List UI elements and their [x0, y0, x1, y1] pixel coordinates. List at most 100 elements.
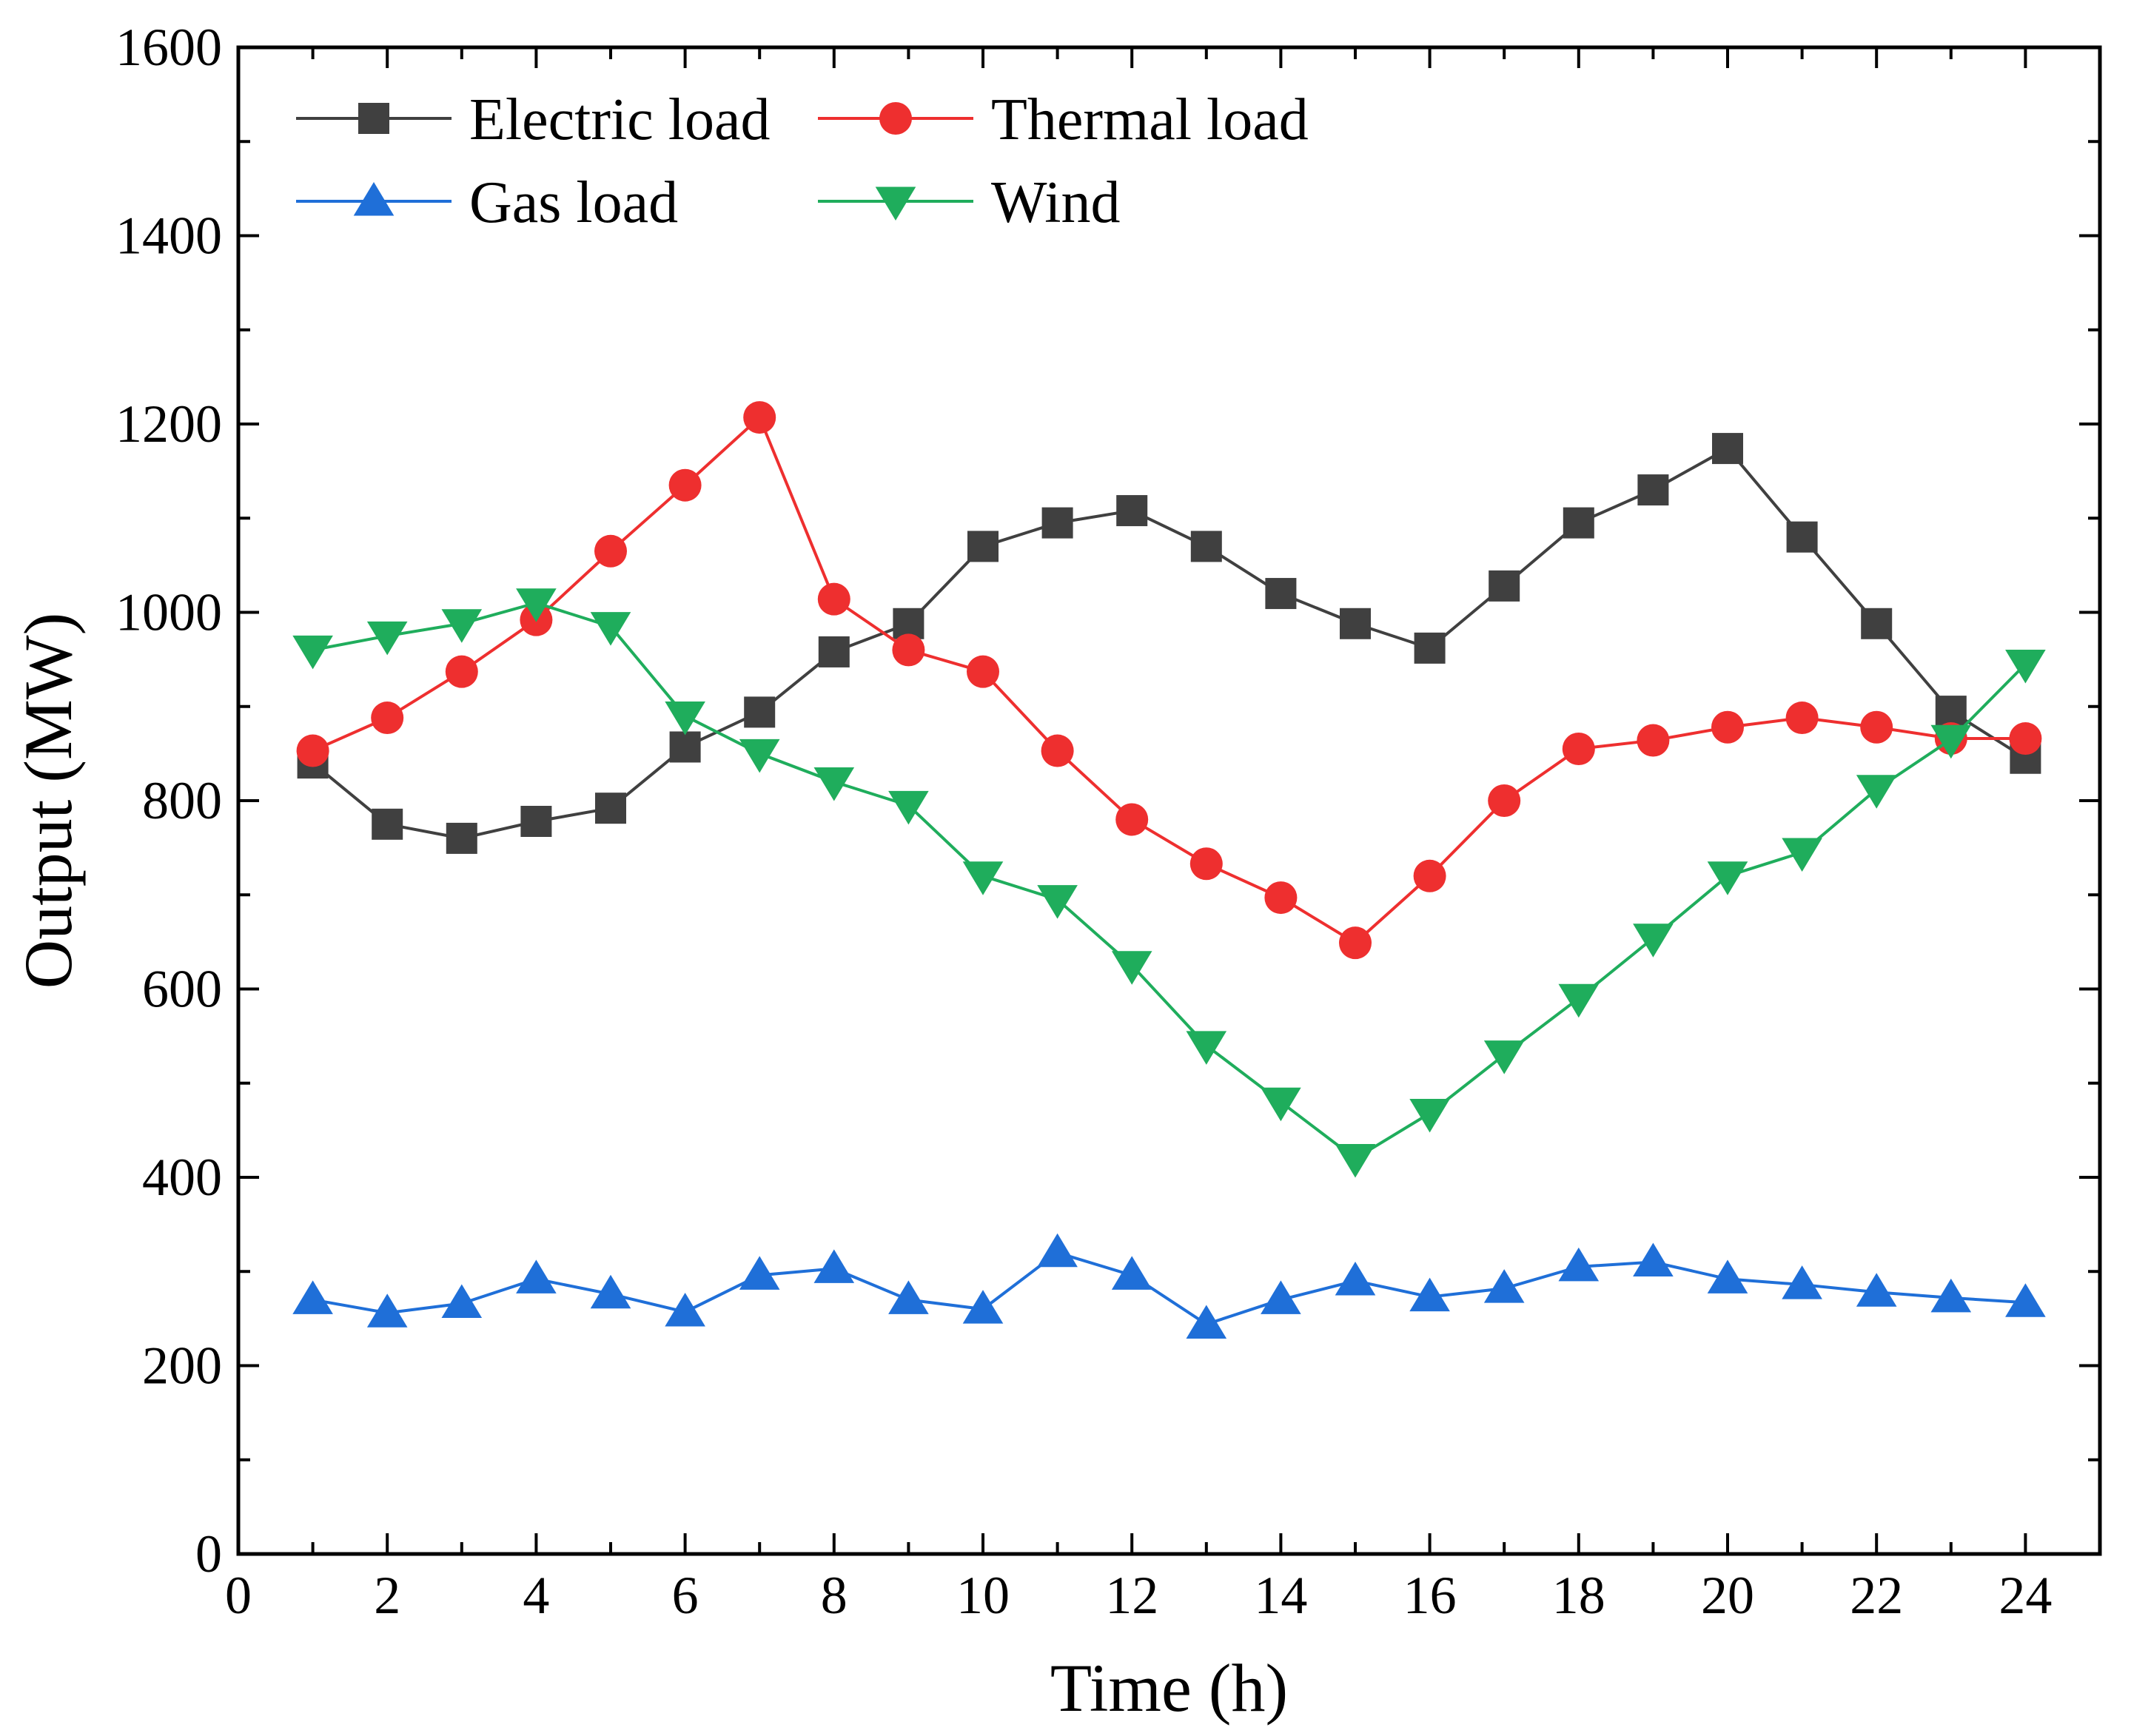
data-point: [888, 1280, 929, 1314]
series-line: [312, 1251, 2026, 1326]
x-tick-label: 2: [374, 1566, 400, 1625]
data-point: [1037, 885, 1078, 919]
x-axis-title: Time (h): [1050, 1650, 1288, 1726]
data-point: [595, 793, 626, 824]
data-point: [1856, 775, 1897, 809]
data-point: [665, 701, 705, 736]
series-electric-load: [297, 433, 2041, 854]
data-point: [520, 805, 552, 837]
data-point: [1633, 923, 1674, 958]
y-tick-label: 1200: [115, 394, 222, 454]
data-point: [371, 702, 404, 735]
data-point: [441, 1284, 483, 1319]
data-point: [594, 534, 627, 568]
data-point: [590, 1274, 631, 1309]
y-tick-label: 400: [142, 1148, 222, 1207]
series-thermal-load: [296, 401, 2042, 960]
data-point: [1264, 881, 1298, 915]
data-point: [817, 582, 850, 616]
x-tick-label: 12: [1105, 1566, 1158, 1625]
legend: Electric load Thermal load Gas load Wind: [296, 87, 1309, 235]
x-tick-label: 8: [821, 1566, 848, 1625]
data-point: [292, 635, 333, 670]
legend-marker: [879, 102, 912, 135]
data-point: [2009, 722, 2042, 756]
data-point: [1041, 734, 1074, 767]
data-point: [296, 734, 329, 767]
data-point: [1111, 951, 1152, 985]
legend-marker: [353, 182, 395, 216]
data-point: [1339, 926, 1372, 960]
data-point: [590, 612, 631, 646]
axes-layer: 0 2 4 6 8 10 12 14 16 18 20 22 240200400600800100012…: [115, 18, 2101, 1625]
data-point: [1409, 1098, 1450, 1133]
data-point: [1563, 507, 1594, 539]
data-point: [1782, 1265, 1822, 1299]
x-tick-label: 0: [225, 1566, 252, 1625]
x-tick-label: 6: [672, 1566, 699, 1625]
data-point: [1186, 1305, 1227, 1339]
legend-item: Wind: [818, 170, 1121, 235]
data-point: [669, 731, 701, 763]
data-point: [1041, 507, 1073, 539]
y-tick-label: 1600: [115, 18, 222, 77]
data-point: [1930, 1278, 1972, 1313]
data-point: [372, 808, 403, 840]
data-point: [1707, 1259, 1748, 1293]
y-axis-title: Output (MW): [10, 613, 86, 989]
y-tick-label: 200: [142, 1336, 222, 1396]
data-point: [1637, 474, 1669, 506]
x-tick-label: 14: [1254, 1566, 1307, 1625]
data-point: [1261, 1280, 1301, 1314]
data-point: [888, 790, 929, 825]
data-point: [445, 655, 478, 688]
data-point: [2005, 649, 2046, 684]
data-point: [1189, 847, 1223, 881]
data-point: [1111, 1256, 1152, 1290]
legend-item: Thermal load: [818, 87, 1309, 152]
data-point: [744, 696, 776, 728]
legend-item: Electric load: [296, 87, 770, 152]
data-point: [1335, 1144, 1376, 1178]
data-point: [818, 636, 850, 667]
data-point: [366, 621, 408, 656]
data-point: [1413, 859, 1446, 892]
data-point: [1786, 521, 1818, 553]
data-point: [739, 739, 780, 773]
data-point: [516, 1259, 557, 1293]
data-point: [1489, 570, 1520, 602]
data-point: [1483, 1269, 1525, 1303]
data-point: [962, 1290, 1004, 1324]
series-gas-load: [292, 1233, 2046, 1339]
data-point: [1782, 838, 1822, 872]
series-wind: [292, 588, 2046, 1178]
data-point: [967, 655, 999, 688]
data-point: [1785, 702, 1819, 735]
legend-label: Gas load: [469, 170, 678, 235]
legend-item: Gas load: [296, 170, 678, 235]
data-point: [1861, 608, 1893, 639]
data-point: [1265, 578, 1297, 610]
data-point: [1488, 784, 1521, 817]
legend-label: Thermal load: [991, 87, 1309, 152]
y-tick-label: 800: [142, 771, 222, 830]
data-point: [743, 401, 776, 434]
data-point: [1558, 1247, 1600, 1282]
data-point: [441, 609, 483, 643]
legend-label: Wind: [991, 170, 1121, 235]
data-point: [1261, 1087, 1301, 1122]
data-point: [1414, 632, 1446, 664]
data-point: [1711, 710, 1744, 744]
data-point: [1712, 433, 1743, 465]
x-tick-label: 24: [1999, 1566, 2052, 1625]
x-tick-label: 10: [956, 1566, 1010, 1625]
legend-label: Electric load: [469, 87, 770, 152]
y-tick-label: 1000: [115, 583, 222, 642]
data-point: [668, 468, 702, 502]
data-point: [892, 633, 925, 667]
data-point: [1409, 1277, 1450, 1312]
data-point: [1116, 495, 1148, 527]
series-layer: [292, 401, 2046, 1339]
data-point: [739, 1256, 780, 1290]
